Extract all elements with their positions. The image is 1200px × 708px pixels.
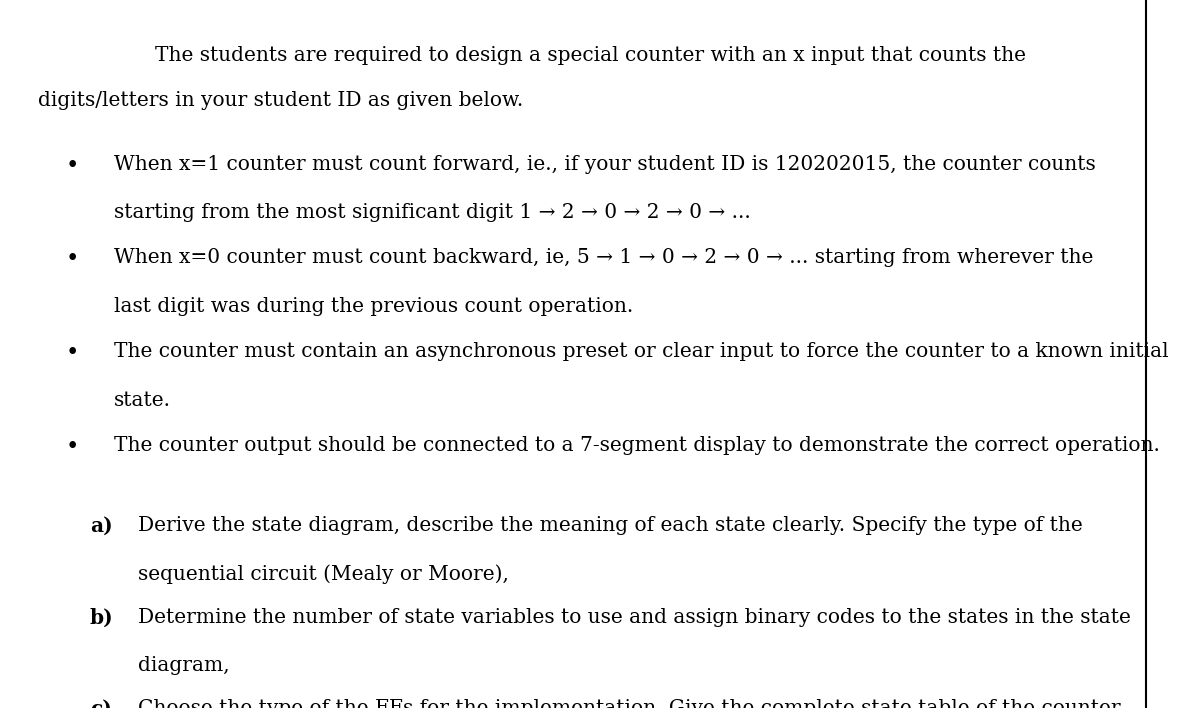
Text: Choose the type of the FFs for the implementation. Give the complete state table: Choose the type of the FFs for the imple… <box>138 700 1124 708</box>
Text: Determine the number of state variables to use and assign binary codes to the st: Determine the number of state variables … <box>138 607 1130 627</box>
Text: The students are required to design a special counter with an x input that count: The students are required to design a sp… <box>155 46 1026 65</box>
Text: diagram,: diagram, <box>138 656 229 675</box>
Text: starting from the most significant digit 1 → 2 → 0 → 2 → 0 → ...: starting from the most significant digit… <box>114 202 751 222</box>
Text: state.: state. <box>114 391 172 409</box>
Text: c): c) <box>90 700 112 708</box>
Text: When x=0 counter must count backward, ie, 5 → 1 → 0 → 2 → 0 → ... starting from : When x=0 counter must count backward, ie… <box>114 249 1093 268</box>
Text: •: • <box>66 436 79 458</box>
Text: last digit was during the previous count operation.: last digit was during the previous count… <box>114 297 634 316</box>
Text: b): b) <box>90 607 114 628</box>
Text: Derive the state diagram, describe the meaning of each state clearly. Specify th: Derive the state diagram, describe the m… <box>138 516 1082 535</box>
Text: a): a) <box>90 516 113 536</box>
Text: The counter must contain an asynchronous preset or clear input to force the coun: The counter must contain an asynchronous… <box>114 343 1169 361</box>
Text: sequential circuit (Mealy or Moore),: sequential circuit (Mealy or Moore), <box>138 564 509 584</box>
Text: •: • <box>66 249 79 270</box>
Text: •: • <box>66 154 79 176</box>
Text: digits/letters in your student ID as given below.: digits/letters in your student ID as giv… <box>38 91 523 110</box>
Text: The counter output should be connected to a 7-segment display to demonstrate the: The counter output should be connected t… <box>114 436 1160 455</box>
Text: •: • <box>66 343 79 365</box>
Text: When x=1 counter must count forward, ie., if your student ID is 120202015, the c: When x=1 counter must count forward, ie.… <box>114 154 1096 173</box>
